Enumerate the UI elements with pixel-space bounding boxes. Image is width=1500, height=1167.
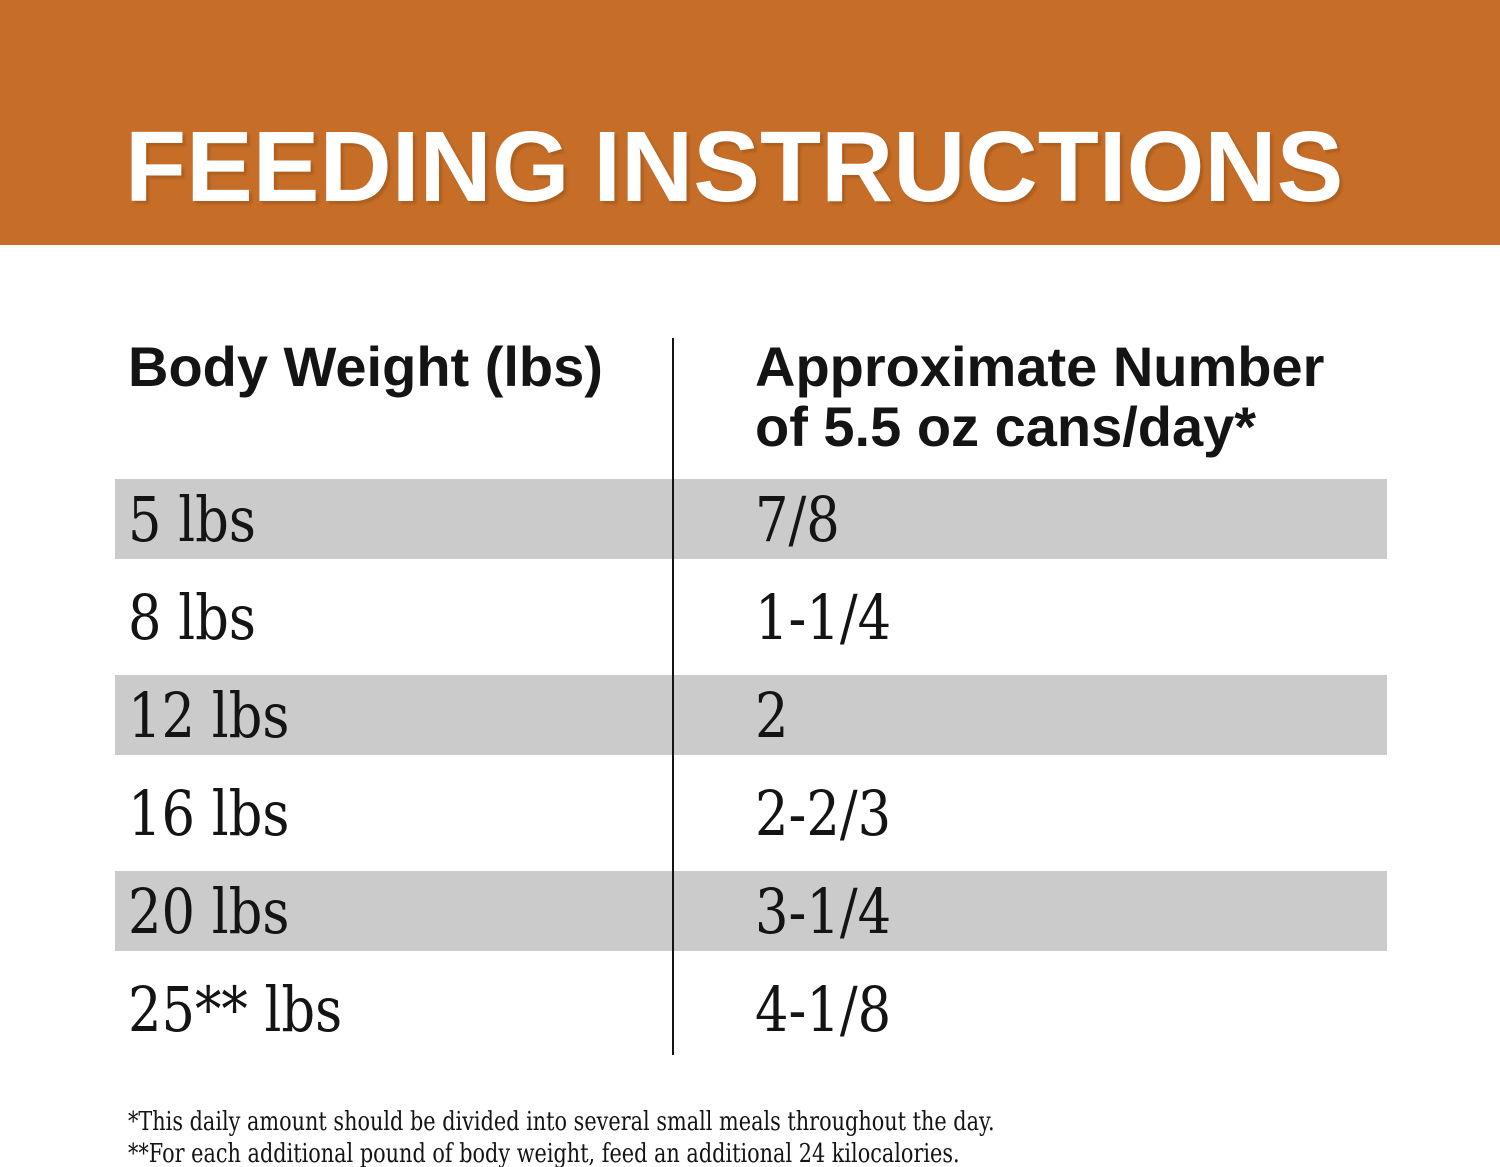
body-weight-cell: 20 lbs bbox=[115, 875, 673, 948]
feeding-instructions-banner: FEEDING INSTRUCTIONS bbox=[0, 0, 1500, 245]
column-header-body-weight-label: Body Weight (lbs) bbox=[128, 335, 603, 398]
body-weight-value: 5 lbs bbox=[128, 482, 256, 556]
table-row: 5 lbs 7/8 bbox=[115, 470, 1387, 568]
table-row: 8 lbs 1-1/4 bbox=[115, 568, 1387, 666]
table-row: 25** lbs 4-1/8 bbox=[115, 960, 1387, 1058]
cans-per-day-value: 4-1/8 bbox=[755, 972, 892, 1046]
cans-per-day-value: 2-2/3 bbox=[755, 776, 892, 850]
body-weight-value: 20 lbs bbox=[128, 874, 290, 948]
table-row: 20 lbs 3-1/4 bbox=[115, 862, 1387, 960]
cans-per-day-cell: 1-1/4 bbox=[673, 581, 1387, 654]
column-header-cans-line2: of 5.5 oz cans/day* bbox=[755, 395, 1257, 458]
cans-per-day-value: 3-1/4 bbox=[755, 874, 892, 948]
footnote-daily-amount: *This daily amount should be divided int… bbox=[128, 1107, 995, 1137]
feeding-table: Body Weight (lbs) Approximate Number of … bbox=[0, 335, 1500, 1058]
cans-per-day-cell: 4-1/8 bbox=[673, 973, 1387, 1046]
table-header-row: Body Weight (lbs) Approximate Number of … bbox=[115, 335, 1387, 470]
body-weight-cell: 12 lbs bbox=[115, 679, 673, 752]
body-weight-value: 16 lbs bbox=[128, 776, 290, 850]
body-weight-cell: 8 lbs bbox=[115, 581, 673, 654]
cans-per-day-cell: 3-1/4 bbox=[673, 875, 1387, 948]
column-divider bbox=[672, 338, 674, 1055]
body-weight-value: 8 lbs bbox=[128, 580, 256, 654]
body-weight-cell: 5 lbs bbox=[115, 483, 673, 556]
footnotes: *This daily amount should be divided int… bbox=[128, 1106, 1500, 1167]
cans-per-day-value: 7/8 bbox=[755, 482, 840, 556]
cans-per-day-cell: 2 bbox=[673, 679, 1387, 752]
column-header-cans-per-day: Approximate Number of 5.5 oz cans/day* bbox=[673, 337, 1387, 470]
table-row: 12 lbs 2 bbox=[115, 666, 1387, 764]
body-weight-value: 25** lbs bbox=[128, 972, 343, 1046]
cans-per-day-value: 2 bbox=[755, 678, 789, 752]
cans-per-day-value: 1-1/4 bbox=[755, 580, 892, 654]
cans-per-day-cell: 7/8 bbox=[673, 483, 1387, 556]
cans-per-day-cell: 2-2/3 bbox=[673, 777, 1387, 850]
body-weight-cell: 25** lbs bbox=[115, 973, 673, 1046]
footnote-additional-weight: **For each additional pound of body weig… bbox=[128, 1139, 960, 1167]
column-header-cans-line1: Approximate Number bbox=[755, 335, 1325, 398]
column-header-body-weight: Body Weight (lbs) bbox=[115, 337, 673, 470]
table-row: 16 lbs 2-2/3 bbox=[115, 764, 1387, 862]
page-title: FEEDING INSTRUCTIONS bbox=[125, 111, 1344, 223]
body-weight-cell: 16 lbs bbox=[115, 777, 673, 850]
body-weight-value: 12 lbs bbox=[128, 678, 290, 752]
